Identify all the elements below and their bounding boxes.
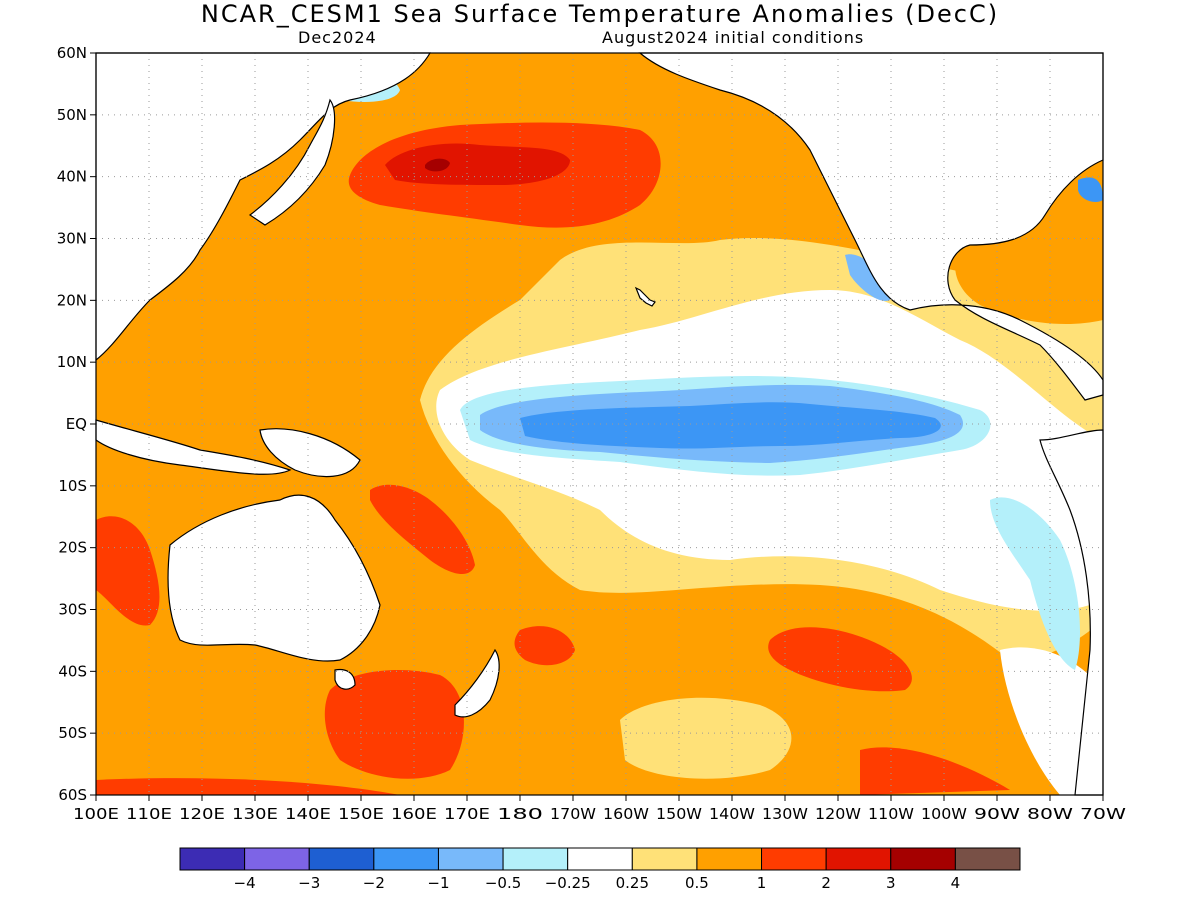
lon-label: 160W bbox=[603, 805, 649, 823]
field-atlantic-blue bbox=[1078, 177, 1103, 202]
field-se-lightblue bbox=[990, 497, 1080, 670]
valid-month-label: Dec2024 bbox=[298, 28, 377, 47]
land-tasmania bbox=[334, 668, 356, 690]
lon-label: 150W bbox=[656, 805, 702, 823]
lat-label: 60S bbox=[58, 786, 87, 804]
colorbar-swatch bbox=[437, 847, 504, 871]
lon-label: 100E bbox=[73, 805, 119, 823]
colorbar-swatch bbox=[502, 847, 569, 871]
lon-label: 180 bbox=[497, 805, 543, 823]
lat-label: 30S bbox=[58, 601, 87, 619]
colorbar-label: 4 bbox=[951, 874, 961, 892]
field-south-red-3 bbox=[514, 626, 575, 666]
land-newguinea bbox=[259, 428, 361, 478]
lon-label: 140W bbox=[709, 805, 755, 823]
colorbar-swatch bbox=[567, 847, 633, 871]
colorbar-swatch bbox=[761, 847, 827, 871]
land-australia bbox=[167, 494, 381, 662]
field-sw-red-1 bbox=[370, 484, 475, 575]
colorbar-label: −0.5 bbox=[485, 874, 521, 892]
lon-label: 140E bbox=[285, 805, 331, 823]
colorbar-label: −3 bbox=[298, 874, 320, 892]
land-indonesia bbox=[95, 419, 292, 475]
lat-label: 40S bbox=[58, 662, 87, 680]
land-japan bbox=[248, 98, 336, 226]
lon-label: 150E bbox=[338, 805, 384, 823]
field-south-yellow bbox=[620, 697, 792, 779]
graticule bbox=[96, 53, 1103, 795]
lat-label: 10N bbox=[57, 353, 87, 371]
lon-label: 110E bbox=[126, 805, 172, 823]
field-north-darkred bbox=[385, 143, 570, 185]
lon-label: 80W bbox=[1027, 805, 1073, 823]
colorbar-label: −4 bbox=[234, 874, 256, 892]
lon-label: 120W bbox=[815, 805, 861, 823]
longitude-labels: 100E 110E 120E 130E 140E 150E 160E 170E 180 170W 1… bbox=[73, 805, 1126, 823]
land-hawaii bbox=[634, 286, 656, 307]
field-south-red-5 bbox=[96, 778, 400, 795]
field-baja-blue bbox=[845, 254, 890, 301]
map-title: NCAR_CESM1 Sea Surface Temperature Anoma… bbox=[200, 0, 1000, 28]
colorbar-swatch bbox=[954, 847, 1021, 871]
colorbar-swatch bbox=[244, 847, 310, 871]
init-conditions-label: August2024 initial conditions bbox=[602, 28, 865, 47]
axis-ticks bbox=[90, 52, 1104, 801]
colorbar-swatch bbox=[696, 847, 763, 871]
lat-label: 60N bbox=[57, 44, 87, 62]
field-west-red bbox=[96, 516, 160, 626]
colorbar-label: 0.5 bbox=[685, 874, 709, 892]
colorbar-label: −1 bbox=[427, 874, 449, 892]
colorbar-label: 1 bbox=[757, 874, 767, 892]
field-south-red-1 bbox=[324, 670, 464, 779]
lon-label: 160E bbox=[391, 805, 437, 823]
lon-label: 170W bbox=[550, 805, 596, 823]
lon-label: 130W bbox=[762, 805, 808, 823]
land-masses bbox=[95, 52, 1104, 796]
colorbar-swatch bbox=[890, 847, 956, 871]
colorbar-labels: −4 −3 −2 −1 −0.5 −0.25 0.25 0.5 1 2 3 4 bbox=[234, 874, 961, 892]
land-asia bbox=[95, 52, 432, 362]
lon-label: 170E bbox=[444, 805, 490, 823]
lat-label: 20S bbox=[58, 539, 87, 557]
colorbar-label: 3 bbox=[886, 874, 896, 892]
land-north-america bbox=[638, 52, 1104, 401]
colorbar-swatch bbox=[308, 847, 375, 871]
latitude-labels: 60N 50N 40N 30N 20N 10N EQ 10S 20S 30S 40S 50S 60S bbox=[57, 44, 87, 804]
lat-label: 50N bbox=[57, 106, 87, 124]
lon-label: 100W bbox=[921, 805, 967, 823]
colorbar-label: 2 bbox=[821, 874, 831, 892]
lat-label: 40N bbox=[57, 168, 87, 186]
colorbar-label: −2 bbox=[363, 874, 385, 892]
lon-label: 70W bbox=[1080, 805, 1126, 823]
field-north-deepred bbox=[425, 158, 450, 172]
colorbar-swatch bbox=[825, 847, 892, 871]
colorbar-label: −0.25 bbox=[545, 874, 591, 892]
colorbar-label: 0.25 bbox=[616, 874, 649, 892]
lon-label: 110W bbox=[868, 805, 914, 823]
lat-label: 50S bbox=[58, 724, 87, 742]
lat-label: EQ bbox=[66, 415, 87, 433]
colorbar-swatch bbox=[179, 847, 246, 871]
lon-label: 120E bbox=[179, 805, 225, 823]
field-south-red-4 bbox=[860, 747, 1010, 795]
lat-label: 20N bbox=[57, 291, 87, 309]
colorbar-swatch bbox=[631, 847, 698, 871]
land-south-america bbox=[1039, 429, 1104, 796]
colorbar-swatch bbox=[373, 847, 439, 871]
lon-label: 90W bbox=[974, 805, 1020, 823]
lat-label: 30N bbox=[57, 230, 87, 248]
lon-label: 130E bbox=[232, 805, 278, 823]
field-se-white bbox=[1000, 647, 1103, 795]
colorbar-boxes bbox=[179, 847, 1021, 871]
field-gulf-orange bbox=[955, 235, 1103, 325]
field-blue-core bbox=[520, 402, 941, 449]
lat-label: 10S bbox=[58, 477, 87, 495]
field-south-red-2 bbox=[768, 627, 912, 692]
